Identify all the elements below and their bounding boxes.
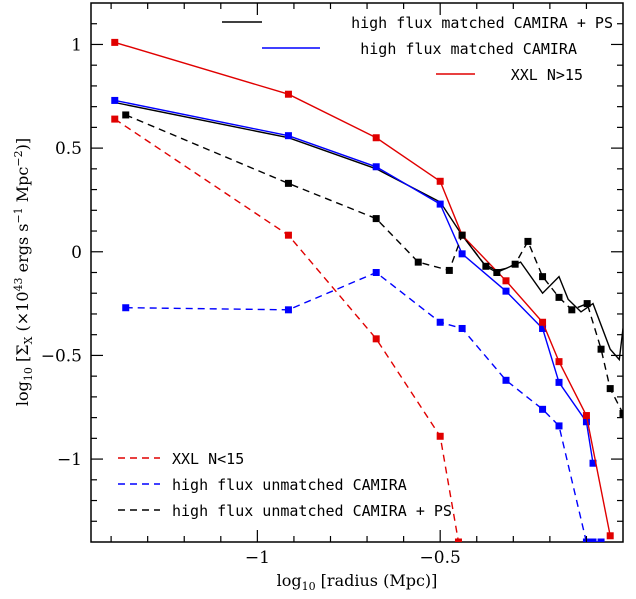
series-5-point-8 xyxy=(511,260,519,268)
series-5-point-6 xyxy=(482,262,490,270)
x-axis-label-rest: [radius (Mpc)] xyxy=(316,571,438,590)
tick-layer: −1 −0.5 −1 −0.5 0 0.5 1 xyxy=(41,3,623,568)
series-5-point-2 xyxy=(372,215,380,223)
legend-bottom-label-1: high flux unmatched CAMIRA xyxy=(172,476,407,494)
series-5-point-13 xyxy=(583,300,591,308)
y-axis-label-sup3: −2 xyxy=(12,150,25,166)
series-5-point-3 xyxy=(414,258,422,266)
series-line-2 xyxy=(114,41,611,536)
series-5-point-14 xyxy=(597,345,605,353)
x-tick-label-1: −0.5 xyxy=(420,548,461,568)
series-5-point-11 xyxy=(555,293,563,301)
series-4-point-6 xyxy=(539,405,547,413)
series-1-point-0 xyxy=(111,96,119,104)
legend-bottom-label-2: high flux unmatched CAMIRA + PS xyxy=(172,502,452,520)
y-tick-label-3: 0.5 xyxy=(55,139,82,159)
series-1-point-7 xyxy=(555,378,563,386)
series-5-point-7 xyxy=(493,269,501,276)
series-4-point-1 xyxy=(284,306,292,314)
series-1-point-1 xyxy=(284,132,292,140)
series-1-point-5 xyxy=(502,287,510,295)
y-axis-label-rest2: ergs s xyxy=(13,224,32,278)
y-tick-label-0: −1 xyxy=(57,450,82,470)
series-2-point-7 xyxy=(555,358,563,366)
series-3-point-3 xyxy=(436,432,444,440)
series-5-point-12 xyxy=(568,306,576,314)
series-4-point-2 xyxy=(372,269,380,276)
y-axis-label-sub1: 10 xyxy=(22,367,35,381)
series-1-point-3 xyxy=(436,200,444,208)
x-axis-label: log10 [radius (Mpc)] xyxy=(277,571,438,593)
series-4-point-7 xyxy=(555,422,563,430)
series-5-point-16 xyxy=(619,409,623,417)
series-4-point-4 xyxy=(458,324,466,332)
y-tick-label-1: −0.5 xyxy=(41,346,82,366)
series-1-point-9 xyxy=(589,459,597,467)
series-line-3 xyxy=(114,118,460,542)
series-line-0 xyxy=(114,101,623,362)
series-1-point-6 xyxy=(539,324,547,332)
series-2-point-1 xyxy=(284,90,292,98)
series-3-point-1 xyxy=(284,231,292,239)
x-tick-label-0: −1 xyxy=(245,548,270,568)
series-5-point-0 xyxy=(122,111,130,119)
series-2-point-2 xyxy=(372,134,380,142)
legend-top-label-0: high flux matched CAMIRA + PS xyxy=(351,14,613,32)
y-axis-label-sup1: 43 xyxy=(12,277,25,291)
series-1-point-8 xyxy=(582,418,590,426)
series-2-point-8 xyxy=(582,412,590,420)
series-2-point-0 xyxy=(111,38,119,46)
series-4-point-9 xyxy=(589,538,597,542)
series-layer xyxy=(111,38,623,542)
series-4-point-5 xyxy=(502,376,510,384)
y-axis-label-sup2: −1 xyxy=(12,207,25,223)
series-4-point-0 xyxy=(122,304,130,312)
x-axis-label-sub: 10 xyxy=(302,580,316,593)
legend-top-label-1: high flux matched CAMIRA xyxy=(360,40,577,58)
series-4-point-10 xyxy=(597,538,605,542)
series-5-point-5 xyxy=(458,231,466,239)
series-5-point-10 xyxy=(539,273,547,281)
legend-bottom-label-0: XXL N<15 xyxy=(172,450,244,468)
y-axis-label-rest: (×10 xyxy=(13,291,32,336)
series-line-5 xyxy=(125,114,623,414)
series-line-1 xyxy=(114,99,594,464)
y-tick-label-4: 1 xyxy=(71,35,82,55)
series-1-point-2 xyxy=(372,163,380,171)
y-axis-label-sub2: X xyxy=(22,336,35,344)
series-2-point-9 xyxy=(606,532,614,540)
series-1-point-4 xyxy=(458,250,466,258)
series-3-point-2 xyxy=(372,335,380,343)
y-axis-label-end: )] xyxy=(13,138,32,150)
y-axis-label-mid: [Σ xyxy=(13,344,32,367)
y-axis-label: log10 [ΣX (×1043 ergs s−1 Mpc−2)] xyxy=(12,138,35,406)
series-2-point-5 xyxy=(502,277,510,285)
plot-area xyxy=(111,38,623,542)
series-4-point-3 xyxy=(436,318,444,326)
y-axis-label-rest3: Mpc xyxy=(13,167,32,208)
legend-layer: high flux matched CAMIRA + PS high flux m… xyxy=(118,14,613,520)
legend-top-label-2: XXL N>15 xyxy=(511,66,583,84)
y-tick-label-2: 0 xyxy=(71,243,82,263)
series-5-point-4 xyxy=(445,266,453,274)
series-5-point-1 xyxy=(284,179,292,187)
series-3-point-0 xyxy=(111,115,119,123)
series-5-point-15 xyxy=(606,385,614,393)
series-2-point-6 xyxy=(539,318,547,326)
series-3-point-4 xyxy=(454,538,462,542)
series-5-point-9 xyxy=(524,237,532,245)
series-2-point-3 xyxy=(436,177,444,185)
